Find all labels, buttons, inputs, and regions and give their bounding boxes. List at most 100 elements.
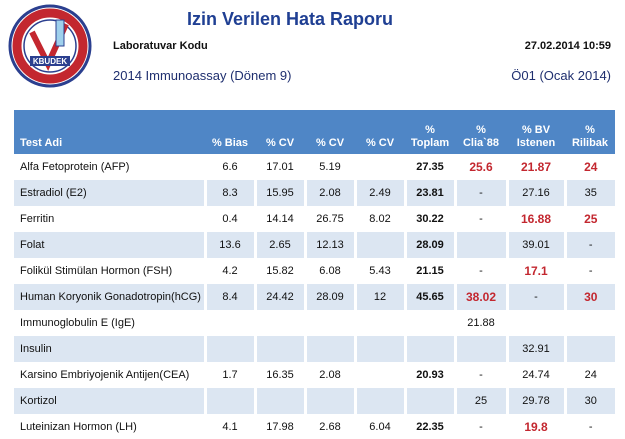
table-cell: -: [563, 232, 615, 258]
table-row: Folikül Stimülan Hormon (FSH) 4.2 15.82 6.0…: [14, 258, 615, 284]
table-cell: -: [563, 414, 615, 439]
table-cell: 16.35: [253, 362, 305, 388]
table-cell: 30: [563, 388, 615, 414]
header-text: Test Adi: [20, 137, 63, 149]
column-header: % CV: [255, 110, 305, 154]
table-cell: -: [453, 206, 507, 232]
table-cell: 30: [563, 284, 615, 310]
table-cell: Alfa Fetoprotein (AFP): [20, 161, 130, 173]
table-cell: 29.78: [505, 388, 565, 414]
header-text: Toplam: [410, 137, 450, 149]
table-cell: 14.14: [253, 206, 305, 232]
report-table: Test Adi% Bias% CV% CV% CV% Toplam% Clia`8…: [14, 110, 615, 439]
table-cell: -: [453, 180, 507, 206]
table-cell: 25: [563, 206, 615, 232]
header-text: % BV: [521, 124, 551, 136]
table-cell: 25: [453, 388, 507, 414]
table-cell: 15.95: [253, 180, 305, 206]
table-cell: Folikül Stimülan Hormon (FSH): [20, 265, 173, 277]
table-cell: [353, 232, 405, 258]
period: Ö01 (Ocak 2014): [511, 68, 611, 83]
table-cell: 27.35: [403, 154, 455, 180]
datetime: 27.02.2014 10:59: [524, 40, 611, 52]
table-cell: 17.01: [253, 154, 305, 180]
header-row: Test Adi% Bias% CV% CV% CV% Toplam% Clia`8…: [14, 110, 615, 154]
table-cell: 38.02: [453, 284, 507, 310]
table-row: Ferritin 0.4 14.14 26.75 8.02 30.22-16.88 25: [14, 206, 615, 232]
table-cell: 17.98: [253, 414, 305, 439]
column-header: % Clia`88: [455, 110, 507, 154]
table-cell: 2.68: [303, 414, 355, 439]
table-cell: 13.6: [203, 232, 255, 258]
header-text: % CV: [315, 137, 345, 149]
table-cell: 25.6: [453, 154, 507, 180]
column-header: % CV: [305, 110, 355, 154]
table-cell: Folat: [14, 232, 205, 258]
table-row: Estradiol (E2) 8.3 15.95 2.08 2.49 23.81-27.1…: [14, 180, 615, 206]
column-header: % Bias: [205, 110, 255, 154]
table-cell: [403, 310, 455, 336]
title: Izin Verilen Hata Raporu: [186, 9, 394, 29]
table-cell: [563, 336, 615, 362]
table-cell: 45.65: [403, 284, 455, 310]
table-cell: [353, 336, 405, 362]
table-cell: 24.42: [253, 284, 305, 310]
header-text: %: [476, 124, 486, 136]
table-cell: 5.43: [353, 258, 405, 284]
table-cell: 19.8: [505, 414, 565, 439]
table-cell: 26.75: [303, 206, 355, 232]
table-cell: [353, 362, 405, 388]
table-cell: [453, 232, 507, 258]
table-cell: 16.88: [505, 206, 565, 232]
table-cell: Human Koryonik Gonadotropin(hCG): [14, 284, 205, 310]
table-cell: [563, 310, 615, 336]
table-cell: 24: [563, 362, 615, 388]
table-cell: 22.35: [403, 414, 455, 439]
table-cell: [303, 388, 355, 414]
table-cell: 23.81: [403, 180, 455, 206]
table-cell: 2.08: [303, 180, 355, 206]
table-cell: 24.74: [505, 362, 565, 388]
table-cell: [453, 336, 507, 362]
table-cell: [353, 388, 405, 414]
table-cell: [203, 336, 255, 362]
table-cell: [203, 388, 255, 414]
table-cell: 5.19: [303, 154, 355, 180]
table-cell: -: [453, 414, 507, 439]
column-header: % Toplam: [405, 110, 455, 154]
table-cell: [403, 336, 455, 362]
table-cell: 12: [353, 284, 405, 310]
header-text: %: [585, 124, 595, 136]
table-cell: [403, 388, 455, 414]
table-row: Immunoglobulin E (IgE) 21.88: [14, 310, 615, 336]
table-cell: 24: [563, 154, 615, 180]
table-cell: 20.93: [403, 362, 455, 388]
table-cell: [303, 310, 355, 336]
table-cell: 4.2: [203, 258, 255, 284]
table-cell: Ferritin: [20, 213, 55, 225]
table-cell: 8.3: [203, 180, 255, 206]
program: 2014 Immunoassay (Dönem 9): [113, 68, 292, 83]
table-cell: Kortizol: [14, 388, 205, 414]
header-text: % Bias: [211, 137, 249, 149]
table-cell: 35: [563, 180, 615, 206]
table-cell: -: [453, 362, 507, 388]
table-cell: Estradiol (E2): [14, 180, 205, 206]
table-cell: Insulin: [14, 336, 205, 362]
table-cell: 21.87: [505, 154, 565, 180]
header-text: % CV: [365, 137, 395, 149]
header-text: Clia`88: [462, 137, 500, 149]
table-cell: 0.4: [203, 206, 255, 232]
table-cell: 15.82: [253, 258, 305, 284]
table-row: Kortizol 25 29.78 30: [14, 388, 615, 414]
table-cell: Luteinizan Hormon (LH): [20, 421, 137, 433]
table-cell: 12.13: [303, 232, 355, 258]
table-row: Karsino Embriyojenik Antijen(CEA) 1.7 16.3…: [14, 362, 615, 388]
table-cell: [303, 336, 355, 362]
column-header: Test Adi: [14, 110, 205, 154]
table-cell: Karsino Embriyojenik Antijen(CEA): [20, 369, 190, 381]
table-cell: -: [563, 258, 615, 284]
table-cell: 6.04: [353, 414, 405, 439]
column-header: % Rilibak: [565, 110, 615, 154]
table-row: Folat 13.6 2.65 12.13 28.09 39.01-: [14, 232, 615, 258]
